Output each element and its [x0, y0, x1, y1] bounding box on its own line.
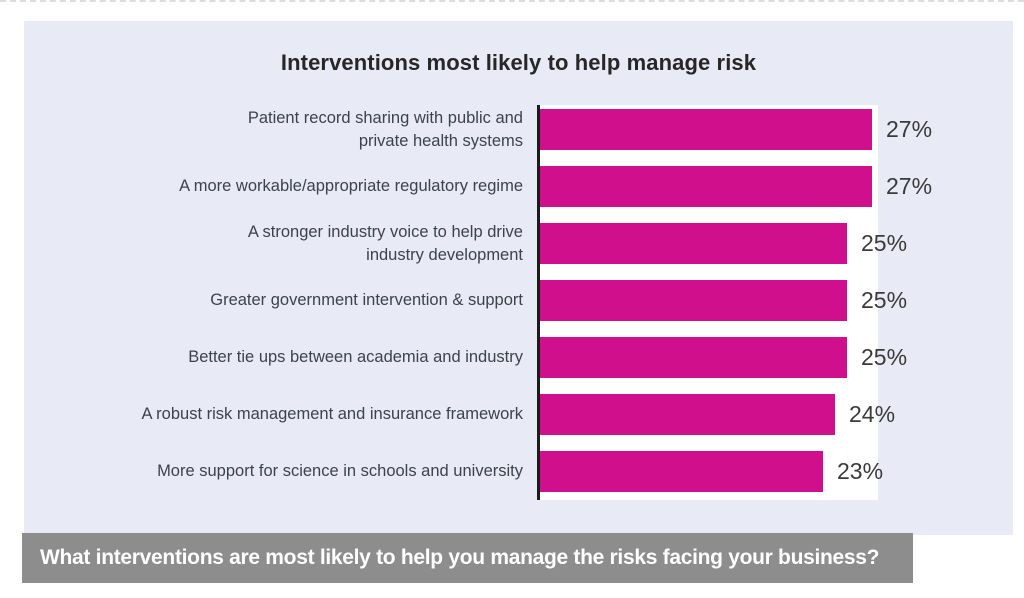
bar-row: A robust risk management and insurance f…	[24, 394, 1013, 435]
dashed-top-border	[0, 0, 1024, 2]
axis-line	[537, 105, 540, 500]
value-label: 23%	[837, 458, 884, 484]
bar	[540, 109, 872, 150]
bar-row: A more workable/appropriate regulatory r…	[24, 166, 1013, 207]
bar-row: Greater government intervention & suppor…	[24, 280, 1013, 321]
value-label: 25%	[861, 287, 908, 313]
bar-row: More support for science in schools and …	[24, 451, 1013, 492]
value-label: 25%	[861, 230, 908, 256]
bar-row: Better tie ups between academia and indu…	[24, 337, 1013, 378]
bar-row: A stronger industry voice to help drive i…	[24, 223, 1013, 264]
chart-title: Interventions most likely to help manage…	[280, 50, 757, 75]
category-label: A stronger industry voice to help drive i…	[247, 222, 523, 264]
bar	[540, 394, 835, 435]
bar	[540, 337, 847, 378]
bar-chart: Patient record sharing with public and pr…	[24, 105, 1013, 500]
bar	[540, 280, 847, 321]
bar-row: Patient record sharing with public and pr…	[24, 109, 1013, 150]
category-label: Patient record sharing with public and pr…	[247, 108, 523, 150]
value-label: 24%	[849, 401, 896, 427]
bar-rows: Patient record sharing with public and pr…	[24, 105, 1013, 492]
category-label: A robust risk management and insurance f…	[141, 405, 523, 423]
bar	[540, 166, 872, 207]
bar	[540, 223, 847, 264]
question-banner: What interventions are most likely to he…	[22, 533, 913, 583]
question-text: What interventions are most likely to he…	[40, 546, 880, 569]
bar	[540, 451, 823, 492]
chart-panel: Interventions most likely to help manage…	[24, 21, 1013, 535]
category-label: Better tie ups between academia and indu…	[188, 348, 523, 366]
category-label: A more workable/appropriate regulatory r…	[179, 177, 523, 195]
value-label: 25%	[861, 344, 908, 370]
category-label: More support for science in schools and …	[157, 462, 523, 480]
value-label: 27%	[886, 116, 933, 142]
category-label: Greater government intervention & suppor…	[210, 291, 523, 309]
value-label: 27%	[886, 173, 933, 199]
